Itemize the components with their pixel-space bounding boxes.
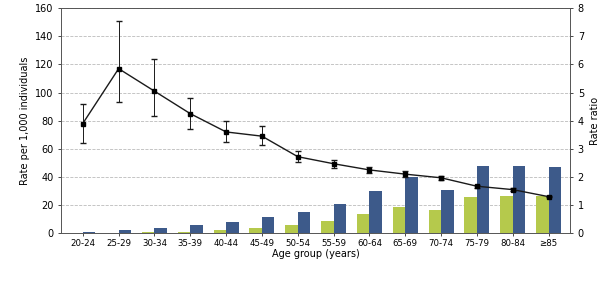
Bar (477, 167, 489, 233)
Bar (500, 196, 512, 233)
Bar (190, 225, 203, 233)
Y-axis label: Rate per 1,000 individuals: Rate per 1,000 individuals (20, 57, 29, 185)
Bar (428, 210, 441, 233)
Bar (285, 225, 298, 233)
Bar (119, 230, 131, 233)
Y-axis label: Rate ratio: Rate ratio (590, 97, 600, 145)
Bar (549, 167, 561, 233)
Bar (83, 231, 96, 233)
Bar (178, 231, 190, 233)
Bar (333, 204, 346, 233)
X-axis label: Age group (years): Age group (years) (272, 249, 360, 259)
Bar (249, 228, 262, 233)
Bar (298, 212, 310, 233)
Bar (370, 191, 382, 233)
Bar (213, 231, 226, 233)
Bar (321, 221, 333, 233)
Bar (465, 197, 477, 233)
Bar (536, 196, 549, 233)
Bar (512, 167, 525, 233)
Bar (142, 232, 154, 233)
Bar (393, 207, 405, 233)
Bar (226, 222, 238, 233)
Bar (357, 213, 370, 233)
Bar (154, 228, 167, 233)
Bar (405, 177, 418, 233)
Bar (262, 217, 275, 233)
Bar (441, 190, 454, 233)
